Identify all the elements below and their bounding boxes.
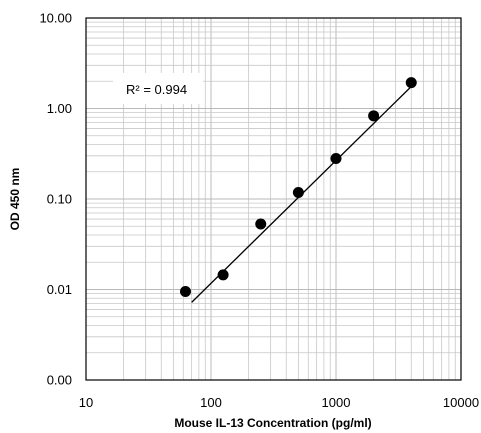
x-axis-tick-labels: 10 100 1000 10000 bbox=[79, 395, 479, 410]
x-tick-label: 1000 bbox=[322, 395, 351, 410]
data-point bbox=[405, 77, 417, 89]
y-tick-label: 0.10 bbox=[47, 192, 72, 207]
x-tick-label: 10 bbox=[79, 395, 93, 410]
y-axis-title: OD 450 nm bbox=[8, 168, 22, 231]
data-point bbox=[255, 218, 267, 230]
data-point bbox=[292, 186, 304, 198]
x-axis-title: Mouse IL-13 Concentration (pg/ml) bbox=[174, 416, 371, 430]
x-tick-label: 10000 bbox=[443, 395, 479, 410]
plot-area-frame bbox=[85, 17, 462, 381]
data-point bbox=[217, 269, 229, 281]
data-point bbox=[368, 110, 380, 122]
r-squared-annotation: R² = 0.994 bbox=[113, 73, 203, 104]
r-squared-label: R² = 0.994 bbox=[126, 82, 187, 97]
data-points bbox=[179, 77, 417, 298]
y-tick-label: 1.00 bbox=[47, 101, 72, 116]
data-point bbox=[179, 286, 191, 298]
y-axis-tick-labels: 0.00 0.01 0.10 1.00 10.00 bbox=[39, 11, 72, 388]
data-point bbox=[330, 153, 342, 165]
y-tick-label: 0.01 bbox=[47, 282, 72, 297]
x-tick-label: 100 bbox=[200, 395, 222, 410]
y-tick-label: 0.00 bbox=[47, 373, 72, 388]
y-tick-label: 10.00 bbox=[39, 11, 72, 26]
